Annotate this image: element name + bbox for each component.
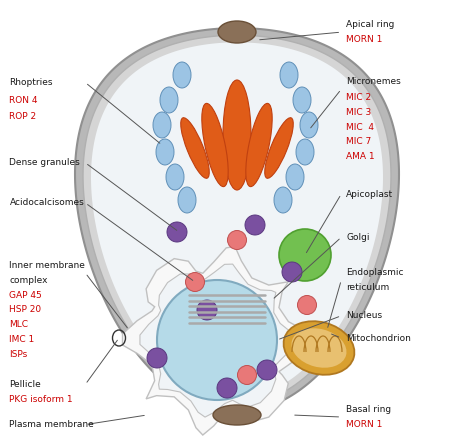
Text: MIC 3: MIC 3 xyxy=(346,108,371,117)
Text: Mitochondrion: Mitochondrion xyxy=(346,334,411,343)
Text: Apical ring: Apical ring xyxy=(346,20,394,29)
Ellipse shape xyxy=(156,139,174,165)
Text: ROP 2: ROP 2 xyxy=(9,112,36,121)
Ellipse shape xyxy=(185,273,204,292)
Text: Apicoplast: Apicoplast xyxy=(346,190,393,198)
Ellipse shape xyxy=(147,348,167,368)
Ellipse shape xyxy=(160,87,178,113)
Ellipse shape xyxy=(173,62,191,88)
Text: Endoplasmic: Endoplasmic xyxy=(346,268,403,277)
Text: Basal ring: Basal ring xyxy=(346,405,391,414)
Text: Acidocalcisomes: Acidocalcisomes xyxy=(9,198,84,207)
Ellipse shape xyxy=(217,378,237,398)
Polygon shape xyxy=(91,42,383,398)
Text: Inner membrane: Inner membrane xyxy=(9,261,85,270)
Text: complex: complex xyxy=(9,276,48,285)
Ellipse shape xyxy=(293,87,311,113)
Ellipse shape xyxy=(296,139,314,165)
Text: Plasma membrane: Plasma membrane xyxy=(9,420,94,429)
Polygon shape xyxy=(83,35,391,405)
Ellipse shape xyxy=(283,321,355,375)
Polygon shape xyxy=(75,28,399,412)
Text: MORN 1: MORN 1 xyxy=(346,35,383,44)
Text: MLC: MLC xyxy=(9,320,28,329)
Ellipse shape xyxy=(228,231,246,249)
Text: reticulum: reticulum xyxy=(346,283,389,292)
Ellipse shape xyxy=(223,80,251,190)
Ellipse shape xyxy=(213,405,261,425)
Ellipse shape xyxy=(178,187,196,213)
Ellipse shape xyxy=(197,300,217,320)
Text: Nucleus: Nucleus xyxy=(346,311,382,320)
Text: ISPs: ISPs xyxy=(9,350,28,359)
Text: RON 4: RON 4 xyxy=(9,96,38,105)
Ellipse shape xyxy=(246,103,272,186)
Text: Dense granules: Dense granules xyxy=(9,158,80,167)
Ellipse shape xyxy=(166,164,184,190)
Text: Rhoptries: Rhoptries xyxy=(9,78,53,87)
Text: MIC 7: MIC 7 xyxy=(346,137,371,146)
Ellipse shape xyxy=(280,62,298,88)
Text: GAP 45: GAP 45 xyxy=(9,291,42,300)
Ellipse shape xyxy=(181,118,209,178)
Ellipse shape xyxy=(298,296,317,314)
Text: IMC 1: IMC 1 xyxy=(9,335,35,344)
Polygon shape xyxy=(140,264,295,417)
Ellipse shape xyxy=(245,215,265,235)
Ellipse shape xyxy=(282,262,302,282)
Ellipse shape xyxy=(202,103,228,186)
Ellipse shape xyxy=(167,222,187,242)
Text: Golgi: Golgi xyxy=(346,233,370,242)
Text: Pellicle: Pellicle xyxy=(9,380,41,389)
Text: HSP 20: HSP 20 xyxy=(9,306,42,314)
Text: MORN 1: MORN 1 xyxy=(346,420,383,429)
Ellipse shape xyxy=(286,164,304,190)
Ellipse shape xyxy=(237,366,256,384)
Ellipse shape xyxy=(274,187,292,213)
Ellipse shape xyxy=(257,360,277,380)
Ellipse shape xyxy=(279,229,331,281)
Polygon shape xyxy=(122,247,314,435)
Ellipse shape xyxy=(265,118,293,178)
Ellipse shape xyxy=(218,21,256,43)
Text: MIC  4: MIC 4 xyxy=(346,123,374,132)
Text: PKG isoform 1: PKG isoform 1 xyxy=(9,395,73,404)
Ellipse shape xyxy=(157,280,277,400)
Text: Micronemes: Micronemes xyxy=(346,77,401,86)
Ellipse shape xyxy=(300,112,318,138)
Text: MIC 2: MIC 2 xyxy=(346,93,371,102)
Text: AMA 1: AMA 1 xyxy=(346,153,374,161)
Ellipse shape xyxy=(153,112,171,138)
Ellipse shape xyxy=(292,328,346,368)
